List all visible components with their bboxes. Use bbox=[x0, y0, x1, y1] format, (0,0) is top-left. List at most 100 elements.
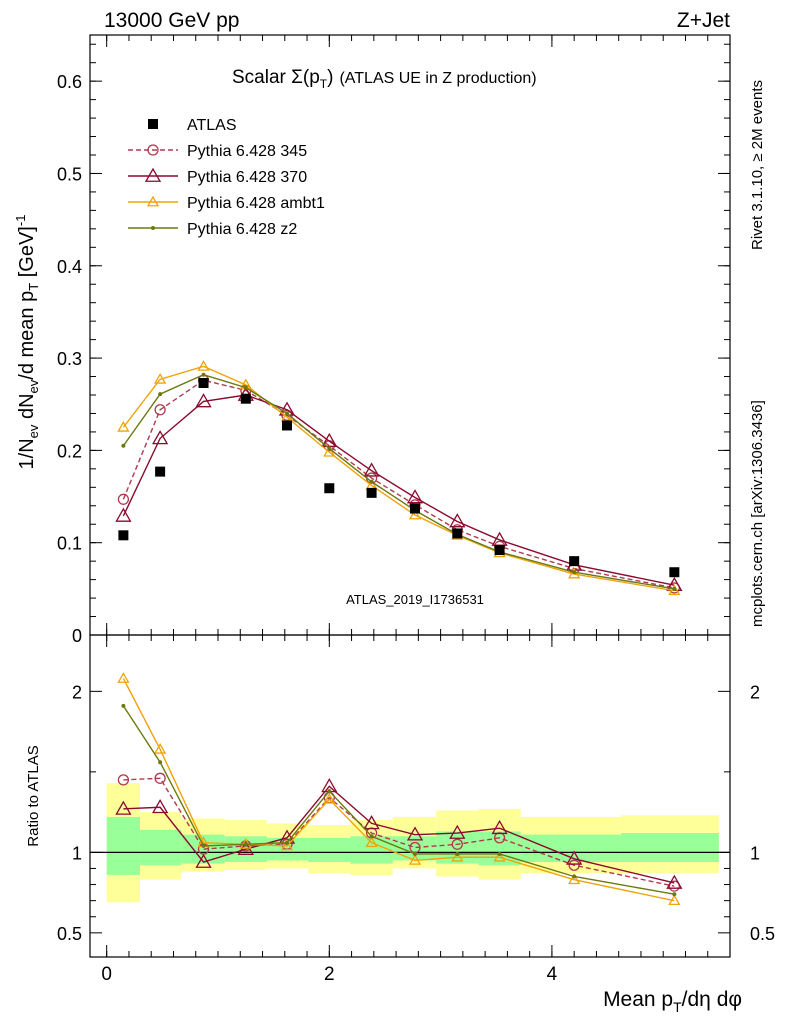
ratio-point-z2 bbox=[327, 789, 332, 794]
ratio-point-p345 bbox=[154, 772, 166, 784]
ratio-point-ambt1 bbox=[154, 742, 167, 754]
ratio-point-ambt1 bbox=[451, 850, 464, 862]
legend: ATLAS Pythia 6.428 345 Pythia 6.428 370 Pyt… bbox=[128, 117, 325, 238]
ratio-point-z2 bbox=[497, 851, 502, 856]
y-label-part3: /d mean p bbox=[16, 291, 38, 380]
series-point-ambt1 bbox=[117, 420, 130, 432]
series-point-p370 bbox=[449, 513, 466, 528]
y-tick-label: 0 bbox=[72, 626, 82, 646]
series-point-z2 bbox=[369, 479, 374, 484]
series-point-p345 bbox=[154, 404, 166, 416]
ratio-y-tick-label-right: 1 bbox=[750, 843, 760, 863]
ratio-point-p370 bbox=[566, 850, 583, 865]
ratio-point-z2 bbox=[572, 874, 577, 879]
legend-entry-p345: Pythia 6.428 345 bbox=[128, 143, 307, 160]
series-point-z2 bbox=[158, 392, 163, 397]
ratio-point-p345 bbox=[117, 774, 130, 786]
ratio-point-z2 bbox=[455, 851, 460, 856]
series-point-z2 bbox=[285, 411, 290, 416]
x-label-sub1: T bbox=[673, 999, 682, 1015]
ratio-axis-label: Ratio to ATLAS bbox=[25, 745, 42, 846]
ratio-point-p345 bbox=[451, 838, 463, 850]
band-inner-bin bbox=[478, 831, 521, 866]
ratio-point-p345 bbox=[568, 859, 580, 871]
y-tick-label: 0.2 bbox=[57, 441, 82, 461]
ratio-line-p345 bbox=[123, 777, 675, 887]
y-label-part2: dN bbox=[16, 393, 38, 424]
series-point-z2 bbox=[243, 385, 248, 390]
x-label-part1: Mean p bbox=[603, 988, 673, 1011]
legend-label-data: ATLAS bbox=[187, 117, 237, 134]
series-point-z2 bbox=[121, 443, 126, 448]
series-point-ambt1 bbox=[568, 567, 581, 579]
ratio-series-ambt1 bbox=[117, 672, 681, 906]
data-point bbox=[282, 420, 293, 431]
ratio-point-z2 bbox=[121, 703, 126, 708]
plot-title-main: Scalar Σ(p bbox=[232, 67, 320, 88]
ratio-point-ambt1 bbox=[365, 836, 378, 848]
ratio-point-ambt1 bbox=[117, 672, 130, 683]
ratio-point-p370 bbox=[115, 800, 132, 815]
ratio-point-ambt1 bbox=[568, 873, 581, 885]
series-point-p370 bbox=[195, 393, 212, 408]
y-label-sub1: ev bbox=[26, 424, 41, 438]
plot-title-rest: (ATLAS UE in Z production) bbox=[339, 70, 536, 87]
y-label-sub2: ev bbox=[26, 379, 41, 393]
ratio-panel-frame bbox=[89, 634, 731, 958]
ratio-y-tick-label: 2 bbox=[72, 682, 82, 702]
ratio-point-ambt1 bbox=[280, 839, 294, 851]
ratio-line-p370 bbox=[123, 785, 675, 884]
band-inner-bin bbox=[140, 829, 182, 866]
data-point bbox=[155, 466, 166, 477]
series-line-p345 bbox=[122, 379, 675, 589]
ratio-line-z2 bbox=[122, 705, 675, 895]
ratio-point-ambt1 bbox=[493, 850, 506, 862]
data-point bbox=[324, 483, 335, 494]
legend-entry-data: ATLAS bbox=[148, 117, 237, 134]
series-point-z2 bbox=[327, 446, 332, 451]
analysis-watermark: ATLAS_2019_I1736531 bbox=[346, 592, 484, 607]
series-point-ambt1 bbox=[323, 445, 336, 457]
series-atlas-data bbox=[118, 378, 680, 578]
ratio-series-z2 bbox=[121, 703, 677, 897]
band-inner-bin bbox=[620, 833, 719, 863]
ratio-panel: 0.5 0.5 1 1 2 2 0 2 4 Ratio to ATLAS Mean pT/dη … bbox=[25, 634, 775, 1015]
data-point bbox=[240, 393, 251, 404]
ratio-y-tick-label: 0.5 bbox=[57, 924, 82, 944]
band-inner-bin bbox=[106, 816, 141, 875]
ratio-line-ambt1 bbox=[122, 678, 675, 902]
series-point-z2 bbox=[572, 570, 577, 575]
legend-entry-ambt1: Pythia 6.428 ambt1 bbox=[128, 195, 325, 212]
legend-entry-p370: Pythia 6.428 370 bbox=[128, 167, 307, 186]
legend-marker-ambt1 bbox=[146, 195, 160, 207]
series-line-z2 bbox=[122, 373, 675, 590]
mcplots-label: mcplots.cern.ch [arXiv:1306.3436] bbox=[749, 400, 766, 627]
y-tick-label: 0.1 bbox=[57, 534, 82, 554]
data-point bbox=[118, 530, 129, 541]
series-point-p370 bbox=[406, 489, 424, 504]
legend-label-p370: Pythia 6.428 370 bbox=[187, 169, 307, 186]
y-label-sub3: T bbox=[26, 283, 41, 291]
plot-title-subscript: T bbox=[320, 77, 328, 91]
plot-title: Scalar Σ(pT) (ATLAS UE in Z production) bbox=[232, 67, 537, 91]
ratio-point-p370 bbox=[491, 819, 508, 835]
legend-marker-p345 bbox=[147, 144, 159, 156]
band-inner-bin bbox=[350, 836, 393, 864]
legend-label-z2: Pythia 6.428 z2 bbox=[187, 221, 297, 238]
data-point bbox=[410, 503, 421, 514]
ratio-point-ambt1 bbox=[323, 792, 336, 804]
series-point-ambt1 bbox=[197, 360, 210, 371]
process-label: Z+Jet bbox=[677, 9, 730, 32]
y-label-part4: [GeV] bbox=[16, 226, 38, 283]
legend-marker-z2 bbox=[151, 226, 155, 230]
ratio-point-p370 bbox=[406, 826, 424, 841]
ratio-point-ambt1 bbox=[408, 854, 422, 865]
ratio-point-z2 bbox=[285, 840, 290, 845]
ratio-point-p370 bbox=[152, 798, 169, 814]
series-point-ambt1 bbox=[668, 584, 681, 596]
series-point-p370 bbox=[115, 507, 132, 522]
legend-label-p345: Pythia 6.428 345 bbox=[187, 143, 307, 160]
ratio-point-z2 bbox=[158, 760, 163, 765]
y-tick-label: 0.3 bbox=[57, 349, 82, 369]
